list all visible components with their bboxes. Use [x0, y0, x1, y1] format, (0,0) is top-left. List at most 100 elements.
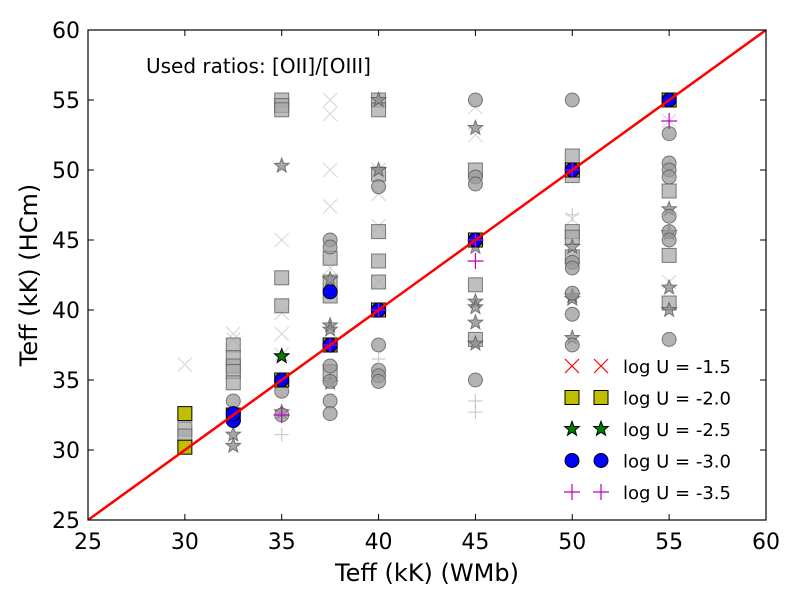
y-tick-label: 30	[52, 439, 80, 464]
identity-line	[88, 30, 766, 520]
legend-marker	[593, 390, 609, 405]
y-tick-label: 50	[52, 159, 80, 184]
y-tick-label: 25	[52, 509, 80, 534]
background-point	[274, 270, 290, 286]
background-point	[468, 405, 483, 420]
y-tick-label: 60	[52, 19, 80, 44]
background-point	[466, 334, 485, 351]
background-point	[177, 357, 193, 373]
x-tick-label: 55	[655, 530, 683, 555]
x-tick-label: 45	[461, 530, 489, 555]
background-point	[322, 162, 338, 178]
background-point	[371, 274, 387, 290]
legend: log U = -1.5 log U = -2.0 log U = -2.5 log …	[563, 357, 731, 504]
series-point	[273, 407, 290, 423]
series-point	[273, 347, 291, 364]
background-point	[371, 337, 387, 353]
x-tick-label: 60	[752, 530, 780, 555]
background-point	[371, 373, 387, 389]
legend-marker	[564, 484, 580, 500]
background-point	[468, 127, 483, 143]
axes: 25 30 35 40 45 50 55 60 25 30 35 40 45 50 55 60	[52, 19, 780, 555]
background-point	[225, 337, 241, 353]
legend-marker	[564, 453, 580, 468]
x-tick-label: 40	[365, 530, 393, 555]
background-point	[322, 373, 338, 389]
background-point	[563, 237, 581, 255]
background-point	[274, 232, 290, 248]
series-point	[467, 253, 484, 269]
background-point	[466, 313, 485, 330]
background-point	[371, 253, 387, 269]
background-point	[661, 208, 677, 224]
background-point	[661, 232, 677, 248]
background-point	[225, 375, 241, 391]
legend-marker	[593, 358, 609, 374]
x-axis-label: Teff (kK) (WMb)	[334, 559, 519, 587]
legend-marker	[564, 390, 580, 405]
x-tick-label: 30	[171, 530, 199, 555]
background-point	[322, 198, 338, 214]
background-point	[322, 406, 338, 422]
background-point	[371, 352, 386, 366]
y-tick-label: 35	[52, 369, 80, 394]
legend-entry-label: log U = -3.0	[623, 452, 731, 473]
legend-marker	[563, 419, 581, 437]
background-point	[274, 326, 290, 342]
background-point	[321, 320, 339, 337]
x-tick-label: 25	[74, 530, 102, 555]
series-point	[177, 439, 193, 455]
y-axis-label: Teff (kK) (HCm)	[15, 184, 43, 367]
legend-entry-label: log U = -2.0	[623, 389, 731, 410]
background-point	[369, 90, 388, 108]
background-point	[225, 393, 241, 409]
background-point	[273, 156, 291, 174]
legend-marker	[593, 453, 609, 468]
background-point	[564, 306, 580, 322]
series-point	[177, 406, 193, 422]
background-points	[177, 90, 678, 454]
background-point	[564, 148, 580, 164]
background-point	[467, 277, 483, 293]
background-point	[224, 436, 242, 454]
series-point	[322, 284, 338, 300]
background-point	[321, 270, 339, 287]
legend-entry-label: log U = -2.5	[623, 420, 731, 441]
legend-marker	[593, 484, 609, 500]
background-point	[661, 247, 677, 263]
plot-frame	[87, 29, 767, 521]
background-point	[466, 118, 485, 136]
identity-line-layer	[88, 30, 766, 520]
background-point	[322, 358, 338, 374]
series-point	[661, 113, 678, 129]
background-point	[661, 331, 677, 347]
background-point	[322, 92, 338, 108]
background-point	[564, 260, 580, 276]
background-point	[369, 160, 388, 178]
background-point	[467, 176, 483, 192]
background-point	[371, 102, 387, 118]
background-point	[322, 239, 338, 255]
background-point	[564, 92, 580, 108]
background-point	[661, 183, 677, 199]
y-tick-label: 40	[52, 299, 80, 324]
background-point	[274, 427, 289, 442]
legend-entry-label: log U = -3.5	[623, 483, 731, 504]
background-point	[467, 92, 483, 108]
legend-entry-label: log U = -1.5	[623, 357, 731, 378]
background-point	[467, 372, 483, 388]
y-tick-label: 45	[52, 229, 80, 254]
background-point	[274, 102, 290, 118]
legend-marker	[592, 419, 610, 437]
background-point	[564, 285, 580, 301]
background-point	[564, 337, 580, 353]
legend-marker	[564, 358, 580, 374]
background-point	[322, 106, 338, 122]
ratio-annotation: Used ratios: [OII]/[OIII]	[146, 54, 371, 78]
background-point	[660, 278, 678, 295]
x-tick-label: 35	[268, 530, 296, 555]
background-point	[371, 224, 387, 240]
background-point	[565, 207, 580, 222]
